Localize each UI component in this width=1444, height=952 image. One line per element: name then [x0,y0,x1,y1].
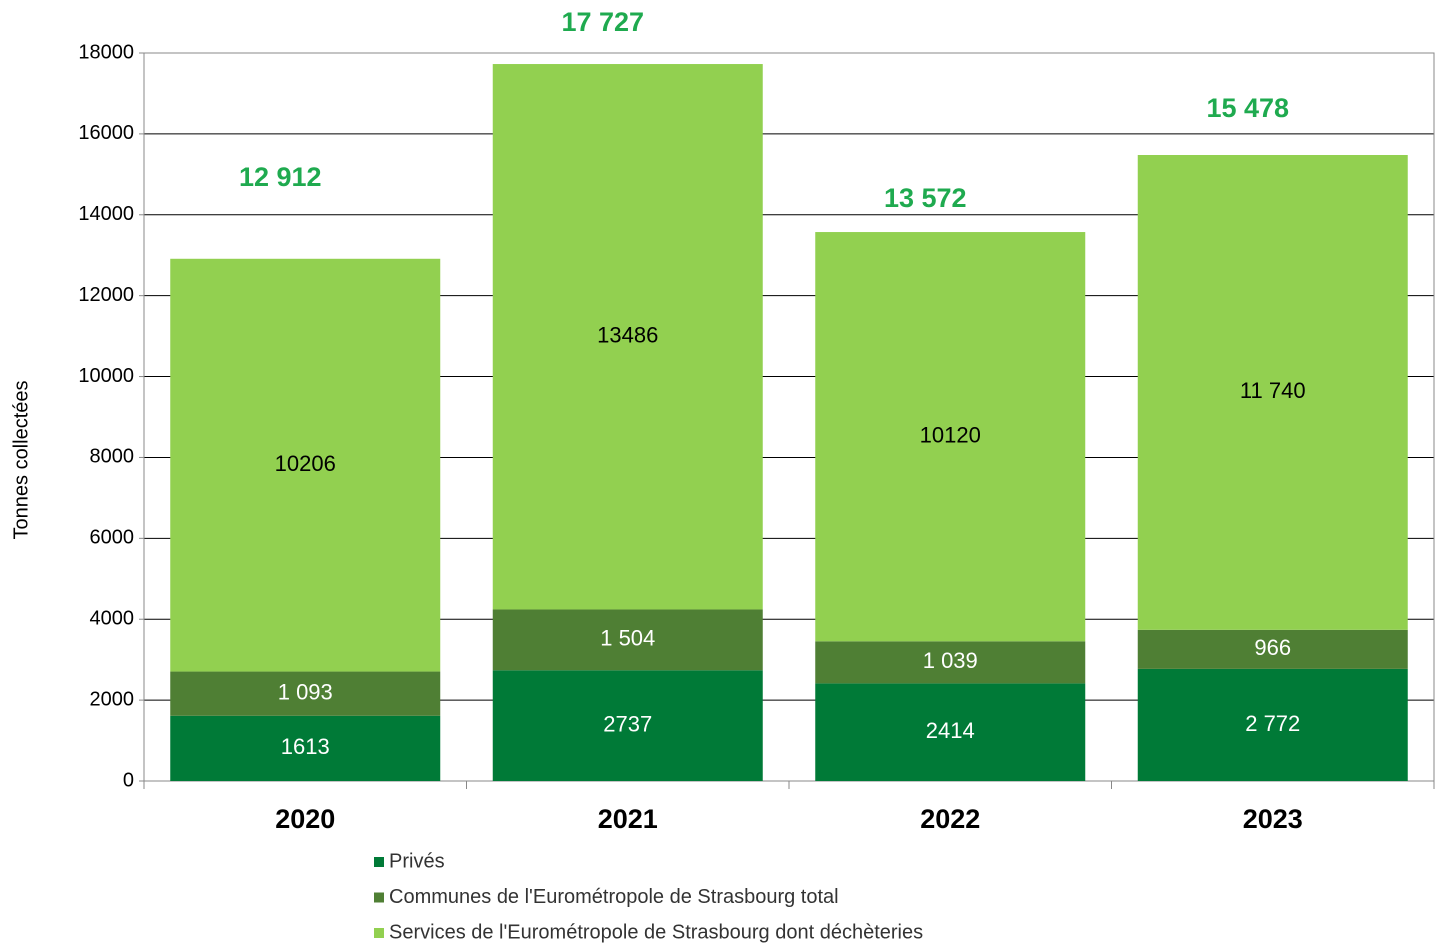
x-tick-label: 2021 [598,804,658,834]
legend-label: Services de l'Eurométropole de Strasbour… [389,921,923,943]
y-tick-label: 14000 [78,203,134,225]
y-tick-label: 12000 [78,284,134,306]
y-axis-label: Tonnes collectées [10,381,32,540]
y-tick-label: 0 [123,769,134,791]
bar-segment [492,609,763,671]
total-label: 17 727 [561,7,644,37]
total-label: 15 478 [1206,93,1289,123]
bar-segment [815,683,1086,781]
y-tick-label: 16000 [78,122,134,144]
data-label: 1613 [281,734,330,759]
bar-segment [1137,668,1408,781]
data-label: 2414 [926,718,975,743]
x-tick-label: 2020 [275,804,335,834]
x-tick-label: 2022 [920,804,980,834]
bar-segment [492,670,763,781]
data-label: 1 039 [923,648,978,673]
bar-segment [492,64,763,610]
legend-label: Communes de l'Eurométropole de Strasbour… [389,886,839,908]
bar-segment [170,715,441,781]
data-label: 2737 [603,711,652,736]
data-label: 13486 [597,323,658,348]
total-label: 13 572 [884,183,967,213]
data-label: 966 [1254,635,1291,660]
data-label: 10120 [920,423,981,448]
y-tick-label: 10000 [78,365,134,387]
y-tick-label: 4000 [90,608,135,630]
bar-segment [170,671,441,716]
y-tick-label: 2000 [90,688,135,710]
bar-segment [1137,155,1408,630]
legend-swatch [374,892,384,903]
bar-segment [170,258,441,672]
x-tick-label: 2023 [1243,804,1303,834]
data-label: 2 772 [1245,711,1300,736]
bar-segment [815,641,1086,684]
y-tick-label: 8000 [90,446,135,468]
legend-swatch [374,857,384,867]
data-label: 10206 [275,451,336,476]
data-label: 1 504 [600,626,655,651]
y-tick-label: 18000 [78,41,134,63]
y-tick-label: 6000 [90,527,135,549]
legend-label: Privés [389,850,445,872]
bar-segment [1137,629,1408,669]
bar-segment [815,232,1086,642]
data-label: 1 093 [278,679,333,704]
data-label: 11 740 [1240,378,1306,403]
legend-swatch [374,928,384,938]
total-label: 12 912 [239,162,322,192]
